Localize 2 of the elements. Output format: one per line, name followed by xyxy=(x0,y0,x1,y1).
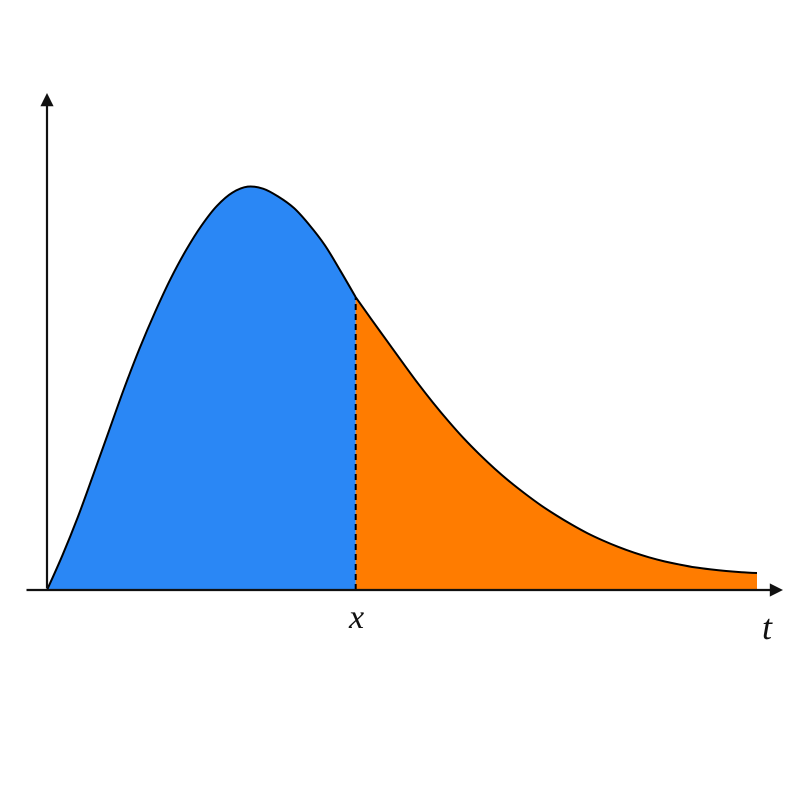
text: x xyxy=(349,599,364,636)
x-axis-title: t xyxy=(762,607,773,647)
